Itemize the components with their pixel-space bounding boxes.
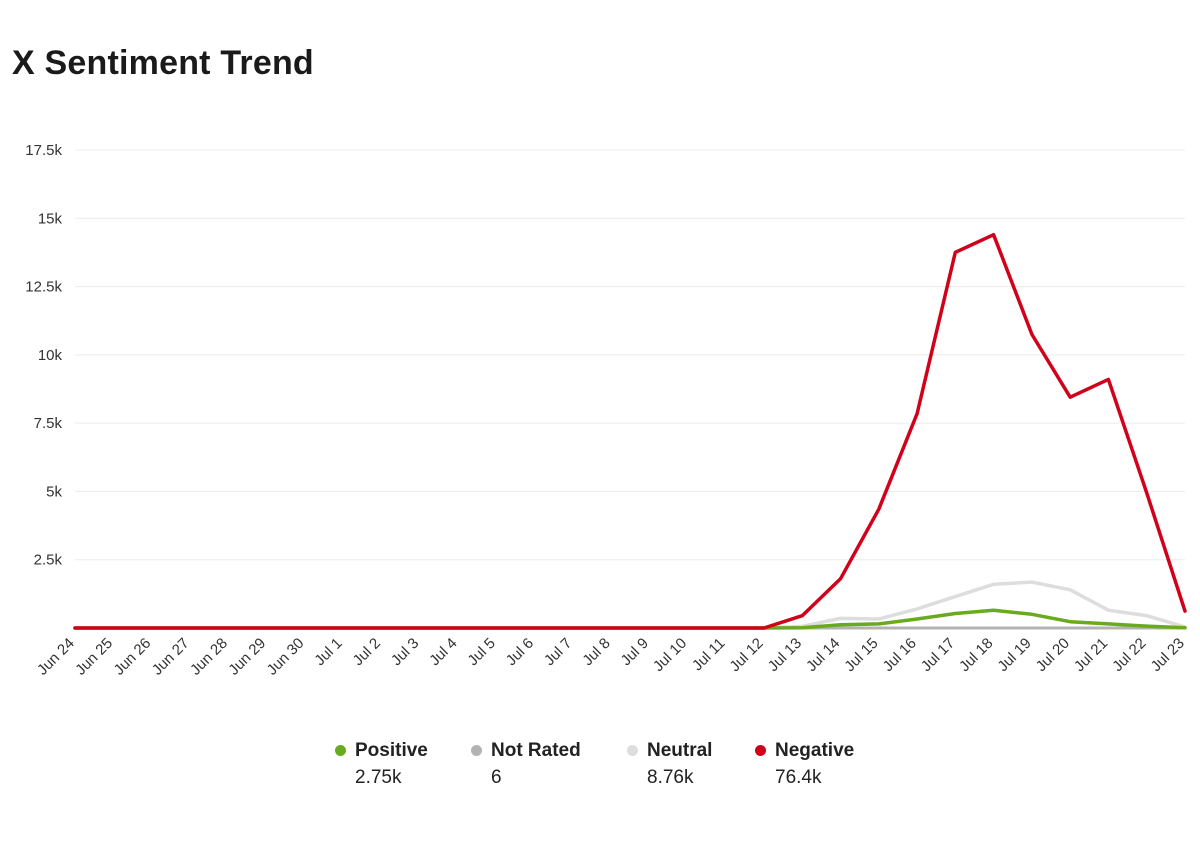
x-tick-label: Jul 7	[541, 635, 575, 669]
x-tick-label: Jul 1	[311, 635, 345, 669]
legend-dot-icon	[627, 745, 638, 756]
x-tick-label: Jul 21	[1071, 635, 1111, 675]
x-tick-label: Jul 22	[1109, 635, 1149, 675]
series-line-positive	[73, 608, 1187, 630]
y-axis-ticks: 2.5k 5k 7.5k 10k 12.5k 15k 17.5k	[25, 142, 62, 569]
x-tick-label: Jul 15	[841, 635, 881, 675]
x-tick-label: Jul 12	[726, 635, 766, 675]
x-tick-label: Jul 5	[464, 635, 498, 669]
legend-label: Neutral	[647, 740, 713, 761]
x-tick-label: Jul 11	[689, 635, 729, 675]
legend-total: 76.4k	[775, 767, 822, 788]
x-tick-label: Jul 9	[618, 635, 652, 669]
x-tick-label: Jul 14	[803, 635, 843, 675]
legend-label: Negative	[775, 740, 855, 761]
x-tick-label: Jul 18	[956, 635, 996, 675]
x-tick-label: Jul 4	[426, 635, 460, 669]
x-tick-label: Jul 20	[1033, 635, 1073, 675]
y-tick-label: 10k	[38, 347, 63, 364]
y-tick-label: 5k	[46, 483, 62, 500]
x-tick-label: Jun 25	[72, 635, 116, 679]
chart-title: X Sentiment Trend	[12, 44, 314, 82]
x-tick-label: Jul 16	[880, 635, 920, 675]
x-tick-label: Jun 27	[149, 635, 193, 679]
y-tick-label: 12.5k	[25, 279, 62, 296]
y-tick-label: 15k	[38, 210, 63, 227]
x-tick-label: Jul 2	[350, 635, 384, 669]
legend-total: 8.76k	[647, 767, 694, 788]
series-line-negative	[73, 232, 1187, 630]
legend: Positive 2.75k Not Rated 6 Neutral 8.76k Negat…	[0, 740, 1200, 800]
legend-total: 6	[491, 767, 502, 788]
x-tick-label: Jun 24	[34, 635, 78, 679]
x-tick-label: Jul 8	[579, 635, 613, 669]
x-tick-label: Jul 10	[650, 635, 690, 675]
x-tick-label: Jul 13	[765, 635, 805, 675]
series-lines	[73, 232, 1187, 630]
legend-dot-icon	[755, 745, 766, 756]
y-tick-label: 2.5k	[34, 552, 63, 569]
legend-label: Not Rated	[491, 740, 581, 761]
series-line-neutral	[73, 580, 1187, 630]
gridlines	[75, 149, 1185, 629]
y-tick-label: 17.5k	[25, 142, 62, 159]
x-tick-label: Jun 29	[225, 635, 269, 679]
x-tick-label: Jul 19	[994, 635, 1034, 675]
y-tick-label: 7.5k	[34, 415, 63, 432]
legend-label: Positive	[355, 740, 428, 761]
legend-total: 2.75k	[355, 767, 402, 788]
legend-dot-icon	[335, 745, 346, 756]
x-tick-label: Jul 17	[918, 635, 958, 675]
legend-dot-icon	[471, 745, 482, 756]
x-tick-label: Jun 30	[264, 635, 308, 679]
x-tick-label: Jul 23	[1148, 635, 1188, 675]
x-tick-label: Jul 6	[503, 635, 537, 669]
x-tick-label: Jun 26	[111, 635, 155, 679]
x-tick-label: Jul 3	[388, 635, 422, 669]
x-tick-label: Jun 28	[187, 635, 231, 679]
